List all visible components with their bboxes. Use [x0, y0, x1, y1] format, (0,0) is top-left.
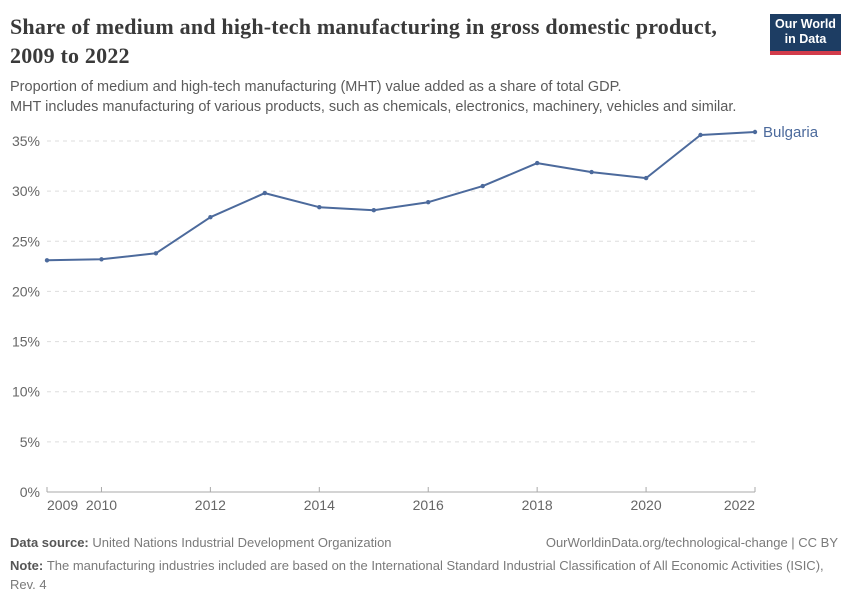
x-axis-tick-label: 2020 [630, 497, 661, 513]
data-point-2017[interactable] [480, 183, 485, 189]
x-axis-tick-label: 2009 [47, 497, 78, 513]
y-axis-tick-label: 20% [12, 283, 40, 299]
y-axis-tick-label: 15% [12, 334, 40, 350]
data-point-2019[interactable] [589, 169, 594, 175]
y-axis-tick-label: 25% [12, 233, 40, 249]
data-point-2020[interactable] [643, 175, 649, 181]
footer-row: Data source: United Nations Industrial D… [10, 535, 838, 550]
data-point-2010[interactable] [99, 257, 104, 262]
data-point-2021[interactable] [698, 132, 703, 138]
x-axis-tick-label: 2016 [413, 497, 444, 513]
data-point-2022[interactable] [752, 129, 758, 135]
chart-note: Note: The manufacturing industries inclu… [10, 556, 832, 594]
data-point-2011[interactable] [153, 251, 159, 256]
data-point-2016[interactable] [426, 200, 431, 205]
y-axis-tick-label: 30% [12, 183, 40, 199]
x-axis-tick-label: 2022 [724, 497, 755, 513]
x-axis-tick-label: 2010 [86, 497, 117, 513]
x-axis-tick-label: 2014 [304, 497, 335, 513]
y-axis-tick-label: 0% [20, 484, 40, 500]
subtitle-line1: Proportion of medium and high-tech manuf… [10, 79, 622, 95]
x-axis-tick-label: 2012 [195, 497, 226, 513]
data-source-line: Data source: United Nations Industrial D… [10, 535, 392, 550]
data-point-2018[interactable] [535, 160, 540, 166]
page-title: Share of medium and high-tech manufactur… [10, 14, 718, 68]
data-line-bulgaria [46, 131, 756, 262]
owid-logo-line2: in Data [784, 32, 827, 46]
data-point-2009[interactable] [44, 258, 50, 263]
note-line1: The manufacturing industries included ar… [46, 558, 824, 573]
x-axis-tick-label: 2018 [522, 497, 553, 513]
data-point-2013[interactable] [262, 190, 267, 196]
note-line2: Rev. 4 [10, 577, 47, 592]
y-axis-tick-label: 35% [12, 133, 40, 149]
note-label: Note: [10, 558, 44, 573]
data-point-2012[interactable] [208, 215, 213, 220]
chart-subtitle: Proportion of medium and high-tech manuf… [10, 77, 800, 117]
y-axis-tick-label: 5% [20, 434, 40, 450]
series-end-label[interactable]: Bulgaria [763, 124, 819, 141]
y-axis-tick-label: 10% [12, 384, 40, 400]
data-source-value: United Nations Industrial Development Or… [92, 535, 392, 550]
data-point-2014[interactable] [317, 205, 322, 210]
data-point-2015[interactable] [371, 208, 376, 213]
owid-logo[interactable]: Our World in Data [770, 14, 841, 55]
data-source-label: Data source: [10, 535, 89, 550]
owid-logo-line1: Our World [775, 17, 836, 31]
attribution-link[interactable]: OurWorldinData.org/technological-change … [545, 535, 838, 550]
subtitle-line2: MHT includes manufacturing of various pr… [10, 99, 737, 115]
